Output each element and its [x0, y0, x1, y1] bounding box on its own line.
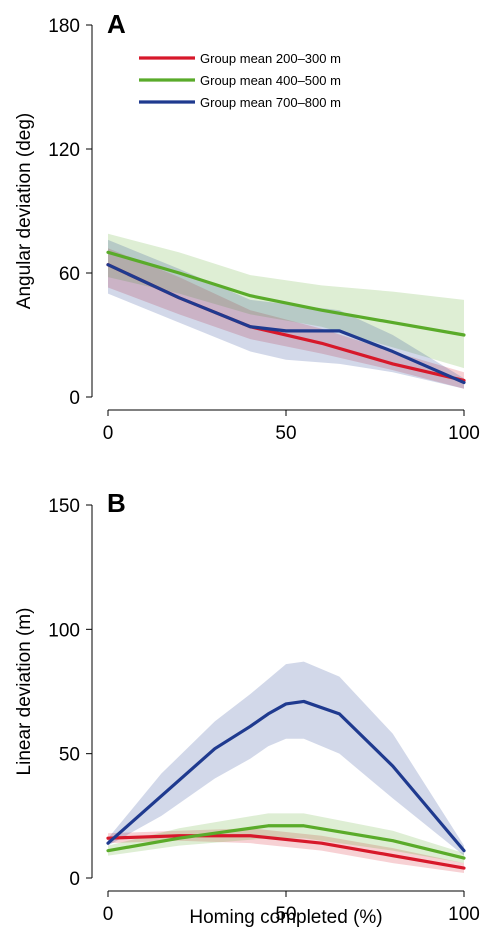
series-line-3	[106, 263, 466, 385]
x-axis-label: Homing completed (%)	[189, 907, 382, 928]
x-tick-label: 100	[448, 904, 480, 925]
x-tick-label: 50	[275, 904, 296, 925]
y-tick-label: 150	[48, 496, 80, 517]
panel-label: B	[107, 488, 126, 518]
panel-b: 0 50 100 150 0 50 100 Linear deviation (m) Homin…	[14, 488, 480, 928]
legend-label-2: Group mean 400–500 m	[200, 73, 341, 88]
y-tick-label: 120	[48, 140, 80, 161]
confidence-band-2	[108, 233, 464, 369]
y-tick-label: 0	[69, 869, 80, 890]
confidence-band-1	[108, 248, 464, 389]
series-line-2	[106, 250, 466, 337]
legend-label-1: Group mean 200–300 m	[200, 51, 341, 66]
series-line-1	[106, 834, 466, 870]
confidence-band-3	[108, 661, 464, 856]
series-line-3	[106, 699, 466, 853]
confidence-band-1	[108, 828, 464, 874]
legend: Group mean 200–300 m Group mean 400–500 m…	[139, 51, 341, 110]
series-line-2	[106, 824, 466, 860]
y-tick-label: 100	[48, 620, 80, 641]
y-tick-label: 60	[59, 264, 80, 285]
x-tick-label: 0	[103, 423, 114, 444]
x-tick-label: 0	[103, 904, 114, 925]
y-tick-label: 180	[48, 16, 80, 37]
panel-label: A	[107, 9, 126, 39]
confidence-band-2	[108, 813, 464, 864]
y-tick-label: 0	[69, 388, 80, 409]
legend-label-3: Group mean 700–800 m	[200, 95, 341, 110]
y-axis-label: Angular deviation (deg)	[14, 113, 35, 309]
x-tick-label: 100	[448, 423, 480, 444]
y-axis-label: Linear deviation (m)	[14, 608, 35, 776]
x-tick-label: 50	[275, 423, 296, 444]
y-tick-label: 50	[59, 745, 80, 766]
